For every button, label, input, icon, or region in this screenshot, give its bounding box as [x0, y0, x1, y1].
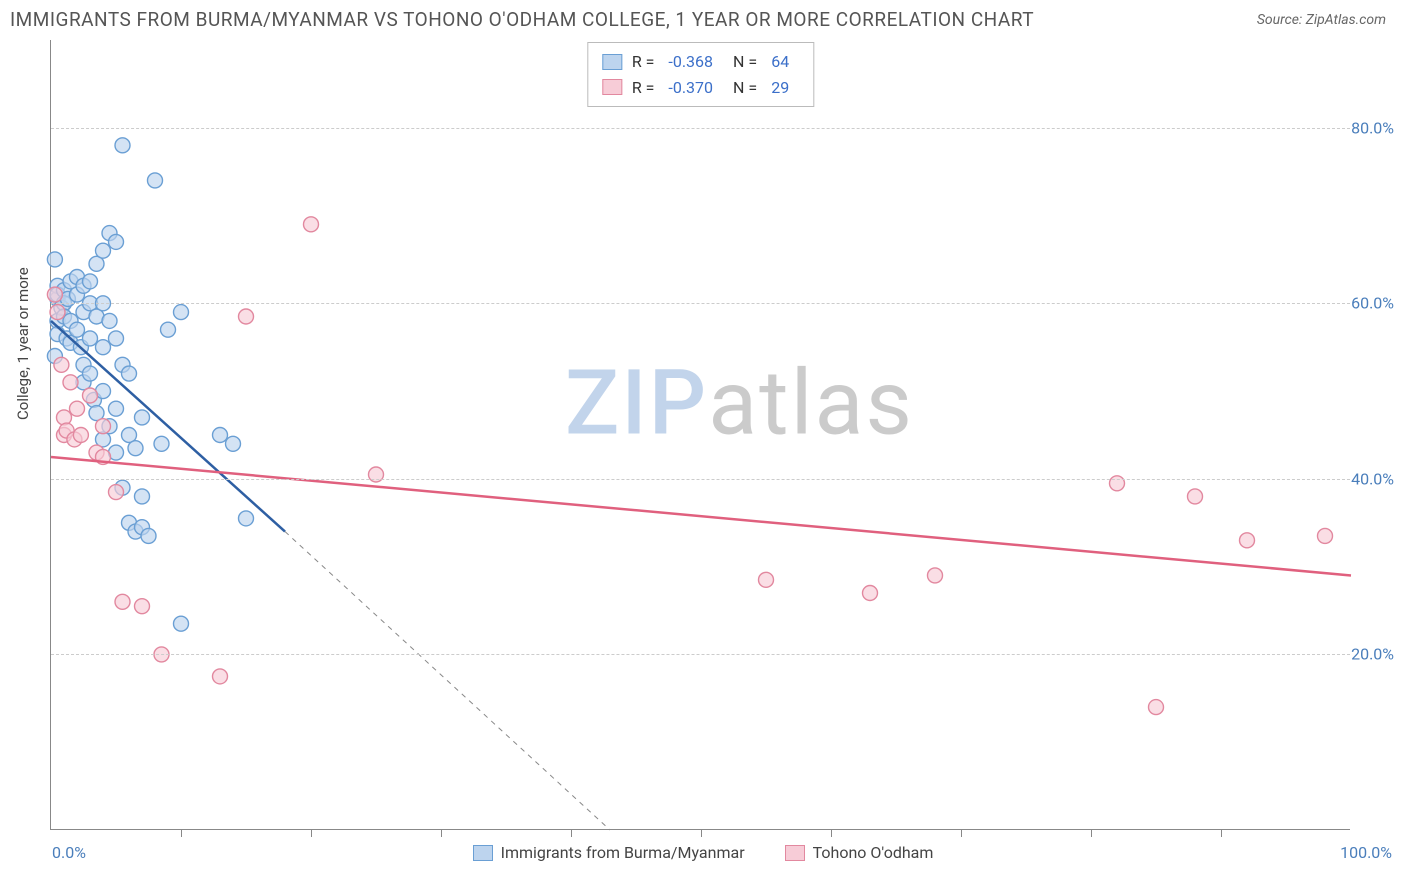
data-point: [174, 616, 189, 631]
data-point: [304, 217, 319, 232]
data-point: [63, 375, 78, 390]
data-point: [47, 287, 62, 302]
legend-swatch: [602, 54, 622, 70]
legend-n-value: 64: [771, 49, 789, 75]
legend-stat-row: R = -0.368 N = 64: [602, 49, 799, 75]
gridline: [51, 479, 1350, 480]
data-point: [57, 410, 72, 425]
data-point: [1188, 489, 1203, 504]
legend-item: Immigrants from Burma/Myanmar: [473, 843, 745, 862]
data-point: [174, 305, 189, 320]
data-point: [213, 428, 228, 443]
regression-line: [51, 321, 285, 532]
legend-r-value: -0.368: [668, 49, 713, 75]
x-tick: [701, 829, 702, 837]
data-point: [1318, 528, 1333, 543]
legend-n-label: N =: [733, 75, 757, 101]
data-point: [109, 331, 124, 346]
plot-svg: [51, 40, 1350, 829]
data-point: [122, 366, 137, 381]
data-point: [141, 528, 156, 543]
x-tick: [831, 829, 832, 837]
data-point: [96, 243, 111, 258]
y-axis-label: College, 1 year or more: [14, 267, 32, 420]
data-point: [109, 234, 124, 249]
gridline: [51, 303, 1350, 304]
legend-label: Tohono O'odham: [813, 843, 934, 862]
data-point: [239, 309, 254, 324]
legend-r-label: R =: [632, 49, 655, 75]
data-point: [70, 322, 85, 337]
regression-line-extension: [285, 532, 610, 830]
legend-swatch: [473, 845, 493, 861]
x-tick: [961, 829, 962, 837]
data-point: [109, 401, 124, 416]
chart-title: IMMIGRANTS FROM BURMA/MYANMAR VS TOHONO …: [10, 8, 1034, 31]
data-point: [239, 511, 254, 526]
x-tick: [571, 829, 572, 837]
data-point: [135, 599, 150, 614]
data-point: [83, 274, 98, 289]
x-tick: [441, 829, 442, 837]
data-point: [226, 436, 241, 451]
x-tick: [1221, 829, 1222, 837]
legend-label: Immigrants from Burma/Myanmar: [501, 843, 745, 862]
legend-swatch: [602, 79, 622, 95]
data-point: [102, 313, 117, 328]
data-point: [1149, 700, 1164, 715]
y-tick-label: 60.0%: [1351, 294, 1394, 313]
gridline: [51, 128, 1350, 129]
data-point: [109, 485, 124, 500]
data-point: [128, 441, 143, 456]
gridline: [51, 654, 1350, 655]
data-point: [161, 322, 176, 337]
legend-r-value: -0.370: [668, 75, 713, 101]
data-point: [83, 366, 98, 381]
legend-stat-row: R = -0.370 N = 29: [602, 75, 799, 101]
legend-n-value: 29: [771, 75, 789, 101]
data-point: [213, 669, 228, 684]
data-point: [154, 436, 169, 451]
y-tick-label: 40.0%: [1351, 469, 1394, 488]
data-point: [73, 428, 88, 443]
data-point: [1240, 533, 1255, 548]
data-point: [54, 357, 69, 372]
data-point: [759, 572, 774, 587]
data-point: [115, 594, 130, 609]
data-point: [928, 568, 943, 583]
source-label: Source: ZipAtlas.com: [1257, 12, 1386, 28]
legend-item: Tohono O'odham: [785, 843, 934, 862]
legend-bottom: Immigrants from Burma/Myanmar Tohono O'od…: [0, 843, 1406, 862]
data-point: [50, 305, 65, 320]
plot-area: R =-0.368N =64R =-0.370N =29 ZIPatlas: [50, 40, 1350, 830]
data-point: [83, 388, 98, 403]
legend-swatch: [785, 845, 805, 861]
y-tick-label: 80.0%: [1351, 118, 1394, 137]
data-point: [70, 401, 85, 416]
x-tick: [311, 829, 312, 837]
data-point: [96, 419, 111, 434]
legend-stats: R = -0.368 N = 64 R = -0.370 N = 29: [587, 42, 814, 107]
legend-r-label: R =: [632, 75, 655, 101]
data-point: [135, 489, 150, 504]
data-point: [96, 340, 111, 355]
x-tick: [1091, 829, 1092, 837]
y-tick-label: 20.0%: [1351, 645, 1394, 664]
data-point: [135, 410, 150, 425]
x-tick: [181, 829, 182, 837]
data-point: [115, 138, 130, 153]
legend-n-label: N =: [733, 49, 757, 75]
data-point: [148, 173, 163, 188]
data-point: [863, 586, 878, 601]
data-point: [47, 252, 62, 267]
data-point: [83, 331, 98, 346]
